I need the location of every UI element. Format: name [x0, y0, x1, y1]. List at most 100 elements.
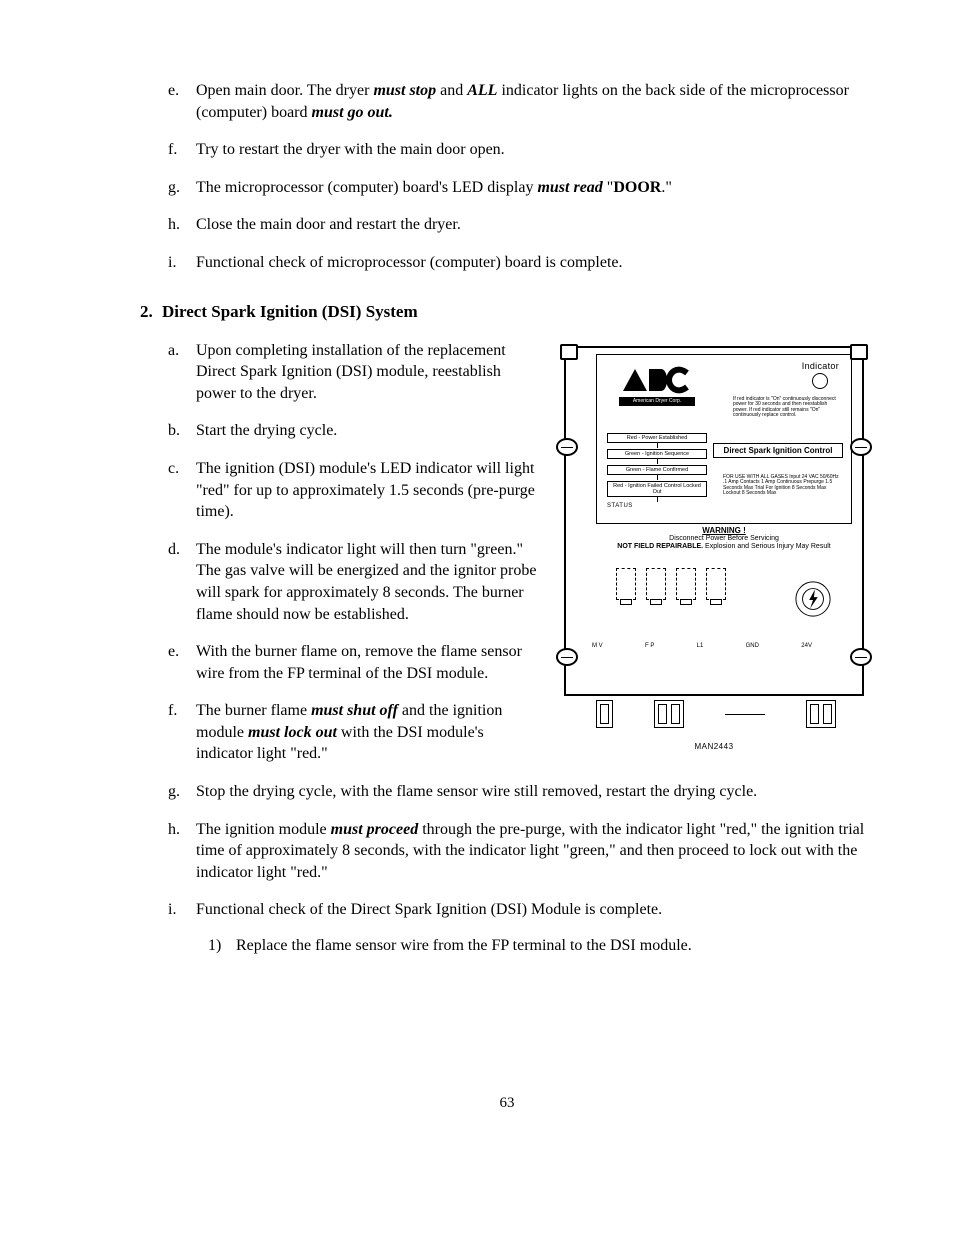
- two-column: a. Upon completing installation of the r…: [140, 340, 874, 782]
- body: Try to restart the dryer with the main d…: [196, 139, 874, 161]
- connector-icon: [654, 700, 684, 728]
- status-row: Green - Flame Confirmed: [607, 465, 707, 475]
- body: With the burner flame on, remove the fla…: [196, 641, 544, 684]
- warning-text: Explosion and Serious Injury May Result: [703, 543, 831, 550]
- module-panel: American Dryer Corp. Indicator If red in…: [564, 346, 864, 696]
- body: The burner flame must shut off and the i…: [196, 700, 544, 765]
- em: must proceed: [331, 821, 419, 838]
- marker: c.: [168, 458, 196, 523]
- s2-item-i-1: 1) Replace the flame sensor wire from th…: [208, 937, 874, 955]
- list-item-h: h. Close the main door and restart the d…: [168, 214, 874, 236]
- relay-icon: [706, 568, 726, 600]
- s2-item-b: b. Start the drying cycle.: [168, 420, 544, 442]
- em: must read: [537, 179, 602, 196]
- em: must lock out: [248, 724, 337, 741]
- mount-tab-icon: [560, 344, 578, 360]
- body: Functional check of the Direct Spark Ign…: [196, 899, 874, 921]
- s2-item-h: h. The ignition module must proceed thro…: [168, 819, 874, 884]
- module-title: Direct Spark Ignition Control: [713, 443, 843, 458]
- relay-icon: [646, 568, 666, 600]
- marker: e.: [168, 80, 196, 123]
- em: must shut off: [311, 702, 398, 719]
- screw-icon: [850, 438, 872, 456]
- marker: e.: [168, 641, 196, 684]
- list-item-i: i. Functional check of microprocessor (c…: [168, 252, 874, 274]
- terminal: F P: [645, 643, 654, 649]
- s2-item-e: e. With the burner flame on, remove the …: [168, 641, 544, 684]
- s2-item-a: a. Upon completing installation of the r…: [168, 340, 544, 405]
- screw-icon: [556, 438, 578, 456]
- em: must stop: [373, 82, 436, 99]
- left-column: a. Upon completing installation of the r…: [140, 340, 544, 782]
- text: The burner flame: [196, 702, 311, 719]
- adc-logo: American Dryer Corp.: [607, 365, 707, 406]
- marker: b.: [168, 420, 196, 442]
- status-row: Red - Ignition Failed Control Locked Out: [607, 481, 707, 497]
- status-row: Red - Power Established: [607, 433, 707, 443]
- text: Open main door. The dryer: [196, 82, 373, 99]
- warning-heading: WARNING !: [596, 526, 852, 535]
- indicator-note: If red indicator is "On" continuously di…: [733, 397, 843, 419]
- text: ": [603, 179, 614, 196]
- terminal: L1: [697, 643, 704, 649]
- right-column: American Dryer Corp. Indicator If red in…: [564, 340, 874, 782]
- marker: i.: [168, 252, 196, 274]
- dsi-module-diagram: American Dryer Corp. Indicator If red in…: [564, 346, 864, 751]
- screw-icon: [850, 648, 872, 666]
- terminal: GND: [746, 643, 759, 649]
- relay-icon: [676, 568, 696, 600]
- s2-item-g: g. Stop the drying cycle, with the flame…: [168, 781, 874, 803]
- body: Functional check of microprocessor (comp…: [196, 252, 874, 274]
- body: The microprocessor (computer) board's LE…: [196, 177, 874, 199]
- caution-high-voltage-icon: [794, 580, 832, 618]
- marker: h.: [168, 819, 196, 884]
- led-icon: [812, 373, 828, 389]
- body: Upon completing installation of the repl…: [196, 340, 544, 405]
- connector-icon: [596, 700, 613, 728]
- mount-tab-icon: [850, 344, 868, 360]
- warning-bold: NOT FIELD REPAIRABLE.: [617, 543, 703, 550]
- body: The ignition module must proceed through…: [196, 819, 874, 884]
- marker: h.: [168, 214, 196, 236]
- section-2-heading: 2. Direct Spark Ignition (DSI) System: [140, 302, 874, 322]
- marker: a.: [168, 340, 196, 405]
- module-specs: FOR USE WITH ALL GASES Input 24 VAC 50/6…: [723, 475, 843, 497]
- screw-icon: [556, 648, 578, 666]
- status-label: STATUS: [607, 503, 707, 509]
- text: The ignition module: [196, 821, 331, 838]
- bold: DOOR: [613, 179, 661, 196]
- warning-line: NOT FIELD REPAIRABLE. Explosion and Seri…: [596, 543, 852, 551]
- label-panel: American Dryer Corp. Indicator If red in…: [596, 354, 852, 524]
- body: The module's indicator light will then t…: [196, 539, 544, 625]
- marker: f.: [168, 700, 196, 765]
- body: Start the drying cycle.: [196, 420, 544, 442]
- list-item-g: g. The microprocessor (computer) board's…: [168, 177, 874, 199]
- figure-id: MAN2443: [564, 742, 864, 751]
- list-item-f: f. Try to restart the dryer with the mai…: [168, 139, 874, 161]
- terminal-labels: M V F P L1 GND 24V: [592, 643, 852, 657]
- marker: g.: [168, 781, 196, 803]
- em: ALL: [467, 82, 497, 99]
- body: Stop the drying cycle, with the flame se…: [196, 781, 874, 803]
- list-item-e: e. Open main door. The dryer must stop a…: [168, 80, 874, 123]
- connector-icon: [806, 700, 836, 728]
- body: The ignition (DSI) module's LED indicato…: [196, 458, 544, 523]
- logo-caption: American Dryer Corp.: [619, 397, 695, 406]
- marker: 1): [208, 937, 236, 955]
- em: must go out.: [312, 104, 393, 121]
- warning-strip: WARNING ! Disconnect Power Before Servic…: [596, 526, 852, 551]
- marker: i.: [168, 899, 196, 921]
- s2-item-d: d. The module's indicator light will the…: [168, 539, 544, 625]
- status-row: Green - Ignition Sequence: [607, 449, 707, 459]
- page-number: 63: [140, 1095, 874, 1112]
- section-number: 2.: [140, 302, 162, 322]
- relay-icon: [616, 568, 636, 600]
- adc-logo-icon: [621, 365, 693, 395]
- status-column: Red - Power Established Green - Ignition…: [607, 433, 707, 509]
- marker: g.: [168, 177, 196, 199]
- terminal: M V: [592, 643, 603, 649]
- indicator-label: Indicator: [802, 361, 839, 371]
- s2-item-i: i. Functional check of the Direct Spark …: [168, 899, 874, 921]
- marker: f.: [168, 139, 196, 161]
- warning-line: Disconnect Power Before Servicing: [596, 535, 852, 543]
